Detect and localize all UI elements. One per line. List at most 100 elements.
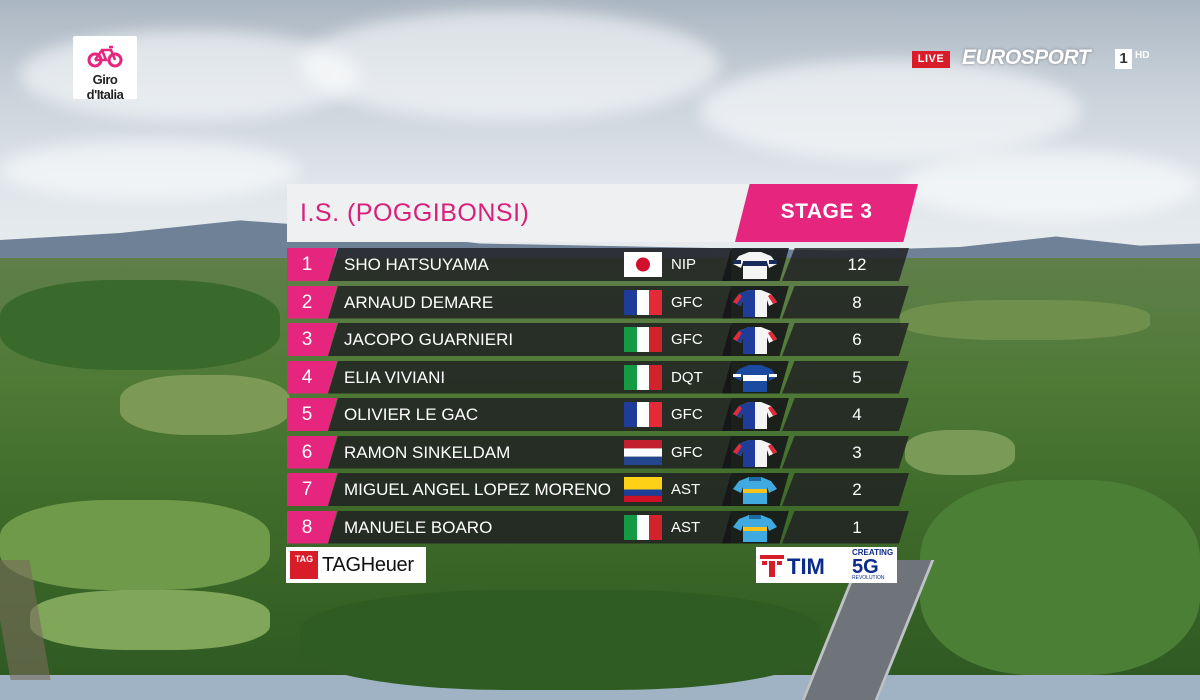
rider-cell — [328, 285, 731, 319]
stage-box — [735, 184, 918, 242]
points-value: 3 — [852, 442, 862, 462]
field — [900, 300, 1150, 340]
rank-badge — [287, 435, 337, 469]
tim-logo: TIM CREATING 5G REVOLUTION — [756, 547, 897, 583]
cloud — [900, 150, 1200, 220]
points-cell — [782, 323, 909, 356]
result-row: 8 MANUELE BOARO AST 1 — [287, 510, 909, 544]
team-code: AST — [671, 481, 701, 498]
tree-cluster — [0, 280, 280, 370]
points-value: 12 — [847, 255, 867, 274]
groupama-jersey-icon — [733, 438, 777, 467]
nippo-jersey-icon — [733, 250, 777, 279]
astana-jersey-icon — [733, 513, 777, 542]
tim-5g-top: CREATING — [852, 548, 894, 557]
groupama-jersey-icon — [733, 325, 777, 354]
points-value: 8 — [852, 292, 862, 312]
rank-badge — [287, 473, 337, 506]
netherlands-flag — [624, 439, 662, 465]
groupama-jersey-icon — [733, 288, 777, 317]
rider-name: JACOPO GUARNIERI — [344, 330, 514, 349]
rider-name: ARNAUD DEMARE — [344, 292, 494, 312]
stage-label: STAGE 3 — [780, 200, 873, 223]
cloud — [0, 140, 300, 200]
tag-heuer-shield-text: TAG — [294, 554, 314, 564]
points-cell — [782, 248, 909, 281]
tree-cluster — [300, 590, 820, 690]
rider-name: OLIVIER LE GAC — [344, 405, 479, 424]
field — [30, 590, 270, 650]
rank-number: 3 — [301, 329, 313, 350]
rank-badge — [287, 285, 337, 319]
tim-wordmark: TIM — [787, 554, 825, 579]
points-cell — [782, 398, 909, 431]
giro-logo-text: Giro d'Italia — [86, 72, 124, 102]
rider-name: ELIA VIVIANI — [344, 367, 446, 387]
points-value: 6 — [852, 330, 862, 349]
points-value: 1 — [852, 517, 862, 537]
italy-flag — [624, 327, 662, 352]
rank-number: 2 — [301, 291, 313, 313]
italy-flag — [624, 514, 662, 540]
team-code: GFC — [671, 293, 703, 311]
cloud — [700, 60, 1080, 160]
result-row: 5 OLIVIER LE GAC GFC 4 — [287, 398, 909, 431]
japan-flag — [624, 252, 662, 277]
result-row: 1 SHO HATSUYAMA NIP 12 — [287, 248, 909, 281]
tree-cluster — [920, 480, 1200, 675]
rank-badge — [287, 398, 337, 431]
field — [0, 500, 270, 590]
rider-name: RAMON SINKELDAM — [344, 442, 511, 462]
italy-flag — [624, 364, 662, 390]
tim-5g-main: 5G — [852, 556, 879, 578]
field — [905, 430, 1015, 475]
rank-number: 1 — [301, 254, 313, 275]
result-row: 3 JACOPO GUARNIERI GFC 6 — [287, 323, 909, 356]
rank-badge — [287, 323, 337, 356]
rider-cell — [328, 248, 731, 281]
rider-name: SHO HATSUYAMA — [344, 255, 489, 274]
rider-cell — [328, 398, 731, 431]
rider-cell — [328, 510, 731, 544]
team-code: GFC — [671, 443, 703, 461]
tag-heuer-wordmark: TAGHeuer — [322, 554, 414, 576]
rank-number: 6 — [301, 441, 313, 463]
points-cell — [782, 360, 909, 394]
france-flag — [624, 402, 662, 427]
result-row: 7 MIGUEL ANGEL LOPEZ MORENO AST 2 — [287, 473, 909, 506]
channel-number: 1 — [1115, 49, 1132, 69]
rider-name: MIGUEL ANGEL LOPEZ MORENO — [344, 480, 612, 499]
rank-number: 8 — [301, 516, 313, 538]
groupama-jersey-icon — [733, 400, 777, 429]
rider-cell — [328, 323, 731, 356]
points-cell — [782, 285, 909, 319]
cloud — [300, 10, 720, 120]
deceuninck-jersey-icon — [733, 363, 777, 392]
colombia-flag — [624, 477, 662, 502]
points-value: 4 — [852, 405, 862, 424]
tim-5g-bottom: REVOLUTION — [852, 575, 885, 581]
rider-cell — [328, 473, 731, 506]
tim-mark-icon — [760, 555, 784, 577]
rank-number: 5 — [301, 404, 313, 425]
france-flag — [624, 289, 662, 315]
tag-heuer-shield-icon: TAG — [290, 551, 318, 579]
channel-quality: HD — [1135, 50, 1150, 61]
team-code: GFC — [671, 331, 703, 348]
points-value: 2 — [852, 480, 862, 499]
points-cell — [782, 435, 909, 469]
astana-jersey-icon — [733, 475, 777, 504]
rank-badge — [287, 248, 337, 281]
sprint-title: I.S. (POGGIBONSI) — [300, 199, 530, 227]
result-row: 4 ELIA VIVIANI DQT 5 — [287, 360, 909, 394]
rank-badge — [287, 360, 337, 394]
tag-heuer-logo: TAG TAGHeuer — [286, 547, 426, 583]
field — [120, 375, 290, 435]
rider-cell — [328, 360, 731, 394]
rank-number: 7 — [301, 479, 313, 500]
sprint-title-bar — [287, 184, 757, 242]
points-value: 5 — [852, 367, 862, 387]
giro-logo: Giro d'Italia — [73, 36, 137, 102]
rank-badge — [287, 510, 337, 544]
